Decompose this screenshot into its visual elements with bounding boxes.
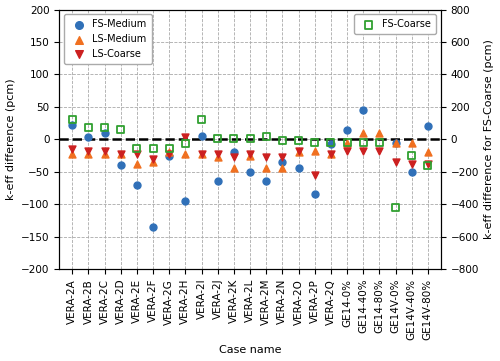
LS-Medium (278, 166, 286, 171)
LS-Coarse (214, 151, 222, 156)
FS-Medium (262, 179, 270, 184)
FS-Medium (327, 142, 335, 147)
LS-Medium (165, 149, 173, 155)
LS-Medium (182, 151, 190, 156)
FS-Medium (392, 140, 400, 145)
FS-Medium (149, 224, 157, 230)
FS-Medium (310, 192, 318, 197)
LS-Medium (230, 166, 238, 171)
FS-Medium (133, 182, 141, 188)
FS-Coarse (100, 124, 108, 130)
FS-Coarse (182, 140, 190, 146)
LS-Medium (214, 155, 222, 160)
LS-Medium (84, 151, 92, 156)
LS-Medium (408, 140, 416, 145)
LS-Coarse (310, 172, 318, 178)
LS-Medium (117, 151, 125, 156)
LS-Coarse (230, 155, 238, 160)
LS-Coarse (182, 134, 190, 140)
LS-Coarse (424, 161, 432, 167)
FS-Coarse (246, 136, 254, 142)
LS-Medium (310, 148, 318, 154)
FS-Coarse (214, 136, 222, 142)
FS-Medium (278, 159, 286, 165)
FS-Coarse (198, 117, 205, 123)
FS-Coarse (310, 140, 318, 146)
FS-Medium (182, 198, 190, 204)
LS-Coarse (84, 148, 92, 154)
FS-Medium (84, 134, 92, 140)
FS-Medium (376, 26, 384, 32)
FS-Coarse (165, 145, 173, 151)
LS-Coarse (359, 148, 367, 154)
LS-Coarse (262, 155, 270, 160)
LS-Medium (133, 161, 141, 167)
FS-Coarse (376, 140, 384, 146)
X-axis label: Case name: Case name (219, 345, 282, 356)
FS-Coarse (262, 133, 270, 139)
LS-Coarse (278, 155, 286, 160)
Legend: FS-Coarse: FS-Coarse (354, 14, 436, 34)
LS-Medium (359, 130, 367, 136)
LS-Coarse (100, 148, 108, 154)
LS-Medium (246, 153, 254, 158)
FS-Medium (100, 130, 108, 136)
FS-Coarse (278, 137, 286, 143)
LS-Coarse (68, 146, 76, 152)
LS-Medium (376, 130, 384, 136)
LS-Medium (100, 151, 108, 156)
LS-Medium (294, 149, 302, 155)
FS-Coarse (294, 137, 302, 143)
FS-Medium (230, 149, 238, 155)
FS-Coarse (68, 117, 76, 123)
LS-Coarse (294, 148, 302, 154)
Y-axis label: k-eff difference for FS-Coarse (pcm): k-eff difference for FS-Coarse (pcm) (484, 39, 494, 239)
LS-Coarse (149, 156, 157, 162)
LS-Coarse (376, 148, 384, 154)
FS-Coarse (424, 162, 432, 168)
FS-Coarse (133, 145, 141, 151)
LS-Coarse (392, 159, 400, 165)
FS-Coarse (84, 124, 92, 130)
FS-Medium (68, 122, 76, 128)
LS-Medium (198, 151, 205, 156)
FS-Medium (294, 166, 302, 171)
LS-Coarse (246, 151, 254, 156)
FS-Coarse (327, 140, 335, 146)
LS-Medium (424, 149, 432, 155)
FS-Medium (214, 179, 222, 184)
FS-Coarse (149, 145, 157, 151)
FS-Medium (117, 162, 125, 168)
LS-Coarse (408, 161, 416, 167)
FS-Coarse (392, 205, 400, 210)
LS-Coarse (327, 151, 335, 156)
LS-Coarse (198, 151, 205, 156)
FS-Coarse (343, 140, 351, 146)
FS-Medium (198, 133, 205, 139)
Y-axis label: k-eff difference (pcm): k-eff difference (pcm) (6, 78, 16, 200)
LS-Medium (68, 151, 76, 156)
FS-Medium (343, 127, 351, 132)
LS-Medium (149, 159, 157, 165)
FS-Coarse (408, 153, 416, 158)
LS-Medium (343, 140, 351, 145)
LS-Medium (327, 151, 335, 156)
FS-Coarse (230, 136, 238, 142)
FS-Coarse (117, 127, 125, 132)
FS-Medium (359, 107, 367, 113)
LS-Coarse (117, 151, 125, 156)
FS-Medium (246, 169, 254, 175)
LS-Medium (392, 140, 400, 145)
LS-Coarse (165, 151, 173, 156)
FS-Medium (408, 169, 416, 175)
FS-Coarse (359, 140, 367, 146)
FS-Medium (165, 153, 173, 158)
LS-Coarse (133, 151, 141, 156)
FS-Medium (424, 123, 432, 129)
LS-Medium (262, 166, 270, 171)
LS-Coarse (343, 148, 351, 154)
